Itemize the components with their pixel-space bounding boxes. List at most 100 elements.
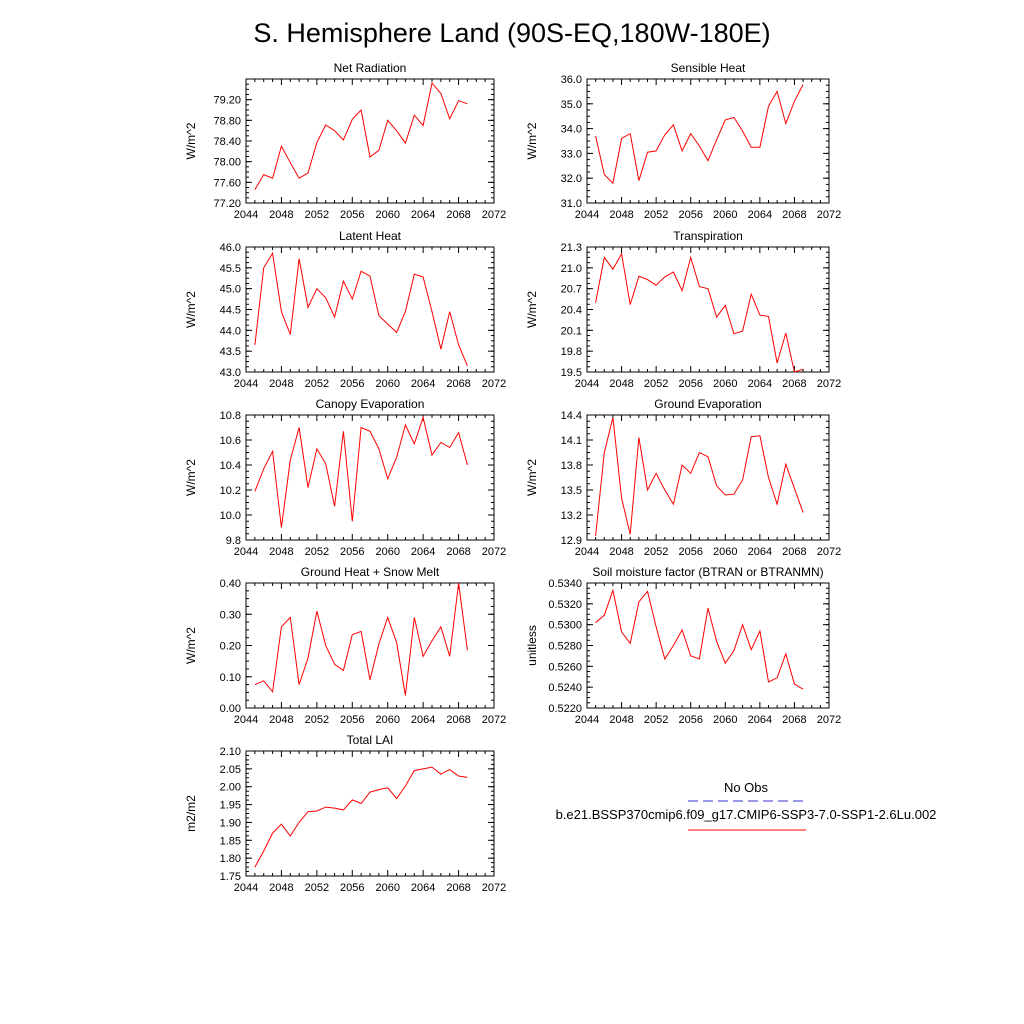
x-tick-label: 2052	[644, 378, 668, 390]
x-tick-label: 2060	[713, 546, 737, 558]
x-tick-label: 2044	[575, 209, 599, 221]
x-tick-label: 2060	[375, 209, 399, 221]
series-line	[254, 82, 468, 190]
y-tick-label: 9.8	[226, 535, 241, 547]
y-tick-label: 10.8	[220, 410, 241, 422]
x-tick-label: 2052	[305, 546, 329, 558]
x-tick-label: 2060	[375, 378, 399, 390]
panel-title: Transpiration	[673, 229, 743, 243]
y-tick-label: 45.5	[220, 263, 241, 275]
panel-3: Transpiration W/m^2 2044 2048 2052 2056 2060 20…	[525, 229, 841, 390]
x-tick-label: 2068	[782, 209, 806, 221]
y-tick-label: 2.00	[220, 782, 241, 794]
x-tick-label: 2072	[482, 546, 506, 558]
x-tick-label: 2072	[817, 378, 841, 390]
plot-frame	[245, 246, 495, 373]
x-tick-label: 2048	[269, 378, 293, 390]
panel-1: Sensible Heat W/m^2 2044 2048 2052 2056 2060 20…	[525, 61, 841, 221]
y-axis-label: W/m^2	[525, 291, 539, 328]
y-tick-label: 13.8	[561, 460, 582, 472]
x-tick-label: 2060	[713, 378, 737, 390]
y-tick-label: 0.5240	[548, 682, 582, 694]
x-tick-label: 2052	[644, 714, 668, 726]
x-tick-label: 2060	[375, 714, 399, 726]
y-tick-label: 36.0	[561, 74, 582, 86]
x-tick-label: 2064	[411, 882, 435, 894]
plot-frame	[586, 582, 830, 709]
x-tick-label: 2044	[234, 714, 258, 726]
y-tick-label: 45.0	[220, 284, 241, 296]
y-tick-label: 78.00	[213, 157, 241, 169]
y-tick-label: 43.5	[220, 346, 241, 358]
y-tick-label: 10.6	[220, 435, 241, 447]
x-tick-label: 2056	[340, 882, 364, 894]
y-tick-label: 2.10	[220, 746, 241, 758]
y-tick-label: 10.0	[220, 510, 241, 522]
y-tick-label: 2.05	[220, 764, 241, 776]
y-tick-label: 14.1	[561, 435, 582, 447]
y-axis-label: m2/m2	[184, 795, 198, 832]
y-tick-label: 46.0	[220, 242, 241, 254]
x-tick-label: 2048	[269, 209, 293, 221]
x-tick-label: 2044	[575, 378, 599, 390]
x-tick-label: 2068	[446, 546, 470, 558]
x-tick-label: 2068	[446, 882, 470, 894]
y-tick-label: 21.3	[561, 242, 582, 254]
x-tick-label: 2072	[482, 378, 506, 390]
panel-7: Soil moisture factor (BTRAN or BTRANMN) u…	[525, 565, 841, 726]
x-tick-label: 2052	[305, 378, 329, 390]
y-tick-label: 32.0	[561, 173, 582, 185]
y-tick-label: 20.4	[561, 305, 582, 317]
y-axis-label: unitless	[525, 625, 539, 666]
x-tick-label: 2056	[678, 714, 702, 726]
y-tick-label: 0.40	[220, 578, 241, 590]
x-tick-label: 2072	[482, 209, 506, 221]
series-line	[254, 415, 468, 528]
x-tick-label: 2056	[340, 209, 364, 221]
y-tick-label: 0.20	[220, 641, 241, 653]
panel-6: Ground Heat + Snow Melt W/m^2 2044 2048 2052…	[184, 565, 506, 726]
y-tick-label: 19.8	[561, 346, 582, 358]
x-tick-label: 2064	[748, 546, 772, 558]
y-tick-label: 43.0	[220, 367, 241, 379]
panel-title: Soil moisture factor (BTRAN or BTRANMN)	[592, 565, 823, 579]
y-tick-label: 33.0	[561, 148, 582, 160]
y-tick-label: 20.1	[561, 325, 582, 337]
series-line	[254, 251, 468, 366]
x-tick-label: 2048	[609, 546, 633, 558]
x-tick-label: 2044	[575, 546, 599, 558]
plot-frame	[245, 78, 495, 204]
panel-title: Total LAI	[347, 733, 394, 747]
y-tick-label: 44.5	[220, 305, 241, 317]
panel-0: Net Radiation W/m^2 2044 2048 2052 2056 2060 20…	[184, 61, 506, 221]
y-axis-label: W/m^2	[184, 627, 198, 664]
x-tick-label: 2052	[305, 209, 329, 221]
x-tick-label: 2044	[234, 378, 258, 390]
panels: Net Radiation W/m^2 2044 2048 2052 2056 2060 20…	[184, 61, 841, 894]
x-tick-label: 2048	[269, 546, 293, 558]
x-tick-label: 2068	[782, 546, 806, 558]
y-tick-label: 0.00	[220, 703, 241, 715]
y-tick-label: 19.5	[561, 367, 582, 379]
y-tick-label: 78.80	[213, 115, 241, 127]
x-tick-label: 2044	[234, 546, 258, 558]
x-tick-label: 2064	[411, 546, 435, 558]
y-tick-label: 77.60	[213, 177, 241, 189]
legend-label-model: b.e21.BSSP370cmip6.f09_g17.CMIP6-SSP3-7.…	[556, 807, 937, 822]
y-axis-label: W/m^2	[184, 122, 198, 159]
x-tick-label: 2048	[609, 714, 633, 726]
y-tick-label: 0.10	[220, 672, 241, 684]
x-tick-label: 2056	[678, 546, 702, 558]
y-tick-label: 10.4	[220, 460, 241, 472]
x-tick-label: 2068	[782, 714, 806, 726]
y-axis-label: W/m^2	[184, 459, 198, 496]
y-tick-label: 12.9	[561, 535, 582, 547]
x-tick-label: 2068	[782, 378, 806, 390]
x-tick-label: 2064	[748, 714, 772, 726]
panel-title: Net Radiation	[334, 61, 407, 75]
legend: No Obs b.e21.BSSP370cmip6.f09_g17.CMIP6-…	[556, 780, 937, 831]
series-line	[595, 252, 804, 373]
x-tick-label: 2048	[609, 378, 633, 390]
y-tick-label: 21.0	[561, 263, 582, 275]
